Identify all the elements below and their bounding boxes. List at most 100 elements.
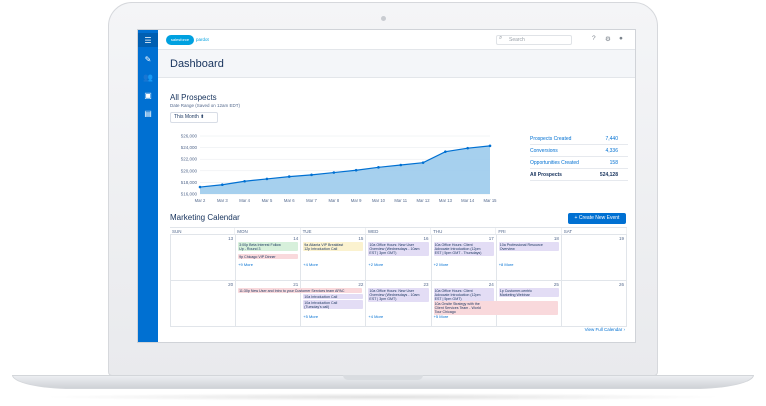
x-tick-label: Mar 9	[351, 198, 362, 203]
more-events-link[interactable]: +9 More	[238, 262, 253, 267]
search-input[interactable]: Search	[496, 35, 572, 45]
calendar-event[interactable]: 10a Office Hours: New User Overview (Wedn…	[368, 242, 429, 256]
day-number: 19	[618, 236, 624, 241]
calendar-event[interactable]: 10a Onsite Strategy with the Client Servi…	[433, 301, 558, 315]
calendar-event[interactable]: 3:00p Beta Interest Follow Up - Round 3	[238, 242, 299, 252]
more-events-link[interactable]: +4 More	[303, 262, 319, 267]
page-title: Dashboard	[170, 58, 224, 70]
chart-icon[interactable]: ▣	[144, 90, 152, 100]
calendar-event[interactable]: 10a Professional Resource Overview	[498, 242, 559, 252]
calendar-day[interactable]: 21 11:30p New User and Intro to your Cus…	[236, 281, 363, 326]
calendar-day[interactable]: 20	[170, 281, 237, 326]
wand-icon[interactable]: ✎	[144, 54, 152, 64]
calendar-day[interactable]: 25 1p Customer-centric Marketing Webinar	[497, 281, 562, 326]
event-text: (Tuesday's call)	[304, 304, 330, 309]
calendar-event[interactable]: 9a Atlanta VIP Breakfast 12p Introduction…	[303, 242, 364, 252]
data-point	[377, 166, 380, 169]
event-text: 10a Office Hours: Client	[434, 242, 473, 247]
create-new-event-button[interactable]: + Create New Event	[568, 213, 626, 224]
event-text: Tour Chicago	[434, 309, 456, 314]
calendar-day[interactable]: 15 9a Atlanta VIP Breakfast 12p Introduct…	[301, 235, 367, 280]
calendar-event[interactable]: 10a Office Hours: Client Advocate Introdu…	[433, 242, 494, 256]
calendar-event[interactable]: 10a Introduction Call (Tuesday's call)	[303, 300, 364, 310]
y-tick-label: 524,000	[181, 145, 198, 150]
more-events-link[interactable]: +5 More	[433, 314, 449, 319]
day-header: TUE	[301, 228, 366, 234]
date-range-label: Date Range (Saved on 12am EDT)	[170, 103, 241, 108]
event-text: 10a Introduction Call	[304, 294, 338, 299]
x-tick-label: Mar 3	[217, 198, 228, 203]
metric-value: 524,128	[599, 172, 618, 178]
day-header: THU	[431, 228, 497, 234]
data-point	[310, 173, 313, 177]
day-number: 17	[488, 236, 494, 241]
x-tick-label: Mar 2	[195, 198, 206, 203]
data-point	[287, 175, 291, 178]
calendar-day[interactable]: 23 10a Office Hours: New User Overview (W…	[366, 281, 432, 326]
event-text: Advocate Introduction (12pm	[434, 292, 481, 297]
data-point	[221, 183, 224, 187]
help-icon[interactable]: ?	[592, 35, 596, 42]
event-text: 9p Chicago VIP Dinner	[239, 254, 276, 259]
calendar-day[interactable]: 19	[562, 235, 627, 280]
calendar-day[interactable]: 17 10a Office Hours: Client Advocate Intr…	[432, 235, 497, 280]
x-tick-label: Mar 5	[262, 198, 273, 203]
users-icon[interactable]: 👥	[143, 72, 153, 82]
data-point	[354, 168, 358, 172]
day-number: 25	[553, 282, 559, 287]
user-icon[interactable]: ●	[619, 35, 623, 42]
date-range-select[interactable]: This Month ⬍	[170, 112, 218, 123]
calendar-day[interactable]: 24 10a Office Hours: Client Advocate Intr…	[432, 281, 558, 326]
event-text: 10a Professional Resource	[499, 242, 543, 247]
calendar-day[interactable]: 26	[562, 281, 627, 326]
pardot-label: pardot	[196, 37, 209, 42]
event-text: Overview	[499, 246, 515, 251]
calendar-day[interactable]: 16 10a Office Hours: New User Overview (W…	[366, 235, 432, 280]
more-events-link[interactable]: +8 More	[498, 262, 514, 267]
x-tick-label: Mar 12	[417, 198, 431, 203]
event-text: EST | 3pm GMT)	[369, 250, 397, 255]
more-events-link[interactable]: +2 More	[433, 262, 449, 267]
calendar-event[interactable]: 10a Introduction Call	[303, 294, 364, 300]
x-tick-label: Mar 15	[483, 198, 497, 203]
calendar-day[interactable]: 13	[170, 235, 237, 280]
calendar-day[interactable]: 22 10a Introduction Call 10a Introductio…	[301, 281, 367, 326]
day-number: 14	[293, 236, 299, 241]
calendar-event[interactable]: 10a Office Hours: New User Overview (Wedn…	[368, 288, 429, 302]
view-full-calendar-link[interactable]: View Full Calendar ›	[584, 327, 625, 332]
metric-row[interactable]: Prospects Created 7,440	[530, 133, 628, 145]
page-header: Dashboard	[158, 50, 635, 78]
calendar-event[interactable]: 10a Office Hours: Client Advocate Introdu…	[433, 288, 494, 302]
day-header: SAT	[562, 228, 627, 234]
x-tick-label: Mar 14	[461, 198, 475, 203]
more-events-link[interactable]: +5 More	[303, 314, 319, 319]
day-number: 13	[228, 236, 234, 241]
metric-label: All Prospects	[530, 172, 562, 178]
calendar-event[interactable]: 11:30p New User and Intro to your Custom…	[238, 288, 363, 294]
calendar-day[interactable]: 14 3:00p Beta Interest Follow Up - Round …	[236, 235, 302, 280]
data-point	[332, 171, 336, 174]
x-tick-label: Mar 13	[439, 198, 453, 203]
calendar-day[interactable]: 18 10a Professional Resource Overview +8 …	[497, 235, 562, 280]
calendar-event[interactable]: 9p Chicago VIP Dinner	[238, 254, 299, 260]
metric-value: 7,440	[605, 136, 618, 142]
top-bar: salesforce pardot ⌕ Search ? ⚙ ●	[158, 30, 635, 50]
event-text: 12p Introduction Call	[304, 246, 338, 251]
metric-row-total[interactable]: All Prospects 524,128	[530, 169, 628, 181]
gear-icon[interactable]: ⚙	[605, 36, 611, 43]
calendar-week-2: 20 21 11:30p New User and Intro to your …	[170, 281, 627, 327]
day-number: 20	[228, 282, 234, 287]
more-events-link[interactable]: +2 More	[368, 262, 384, 267]
sidebar: ☰ ✎ 👥 ▣ ▤	[138, 30, 158, 342]
metric-value: 158	[609, 160, 618, 166]
metric-row[interactable]: Opportunities Created 158	[530, 157, 628, 169]
more-events-link[interactable]: +4 More	[368, 314, 384, 319]
briefcase-icon[interactable]: ▤	[144, 108, 152, 118]
menu-icon[interactable]: ☰	[138, 33, 158, 47]
calendar-event[interactable]: 1p Customer-centric Marketing Webinar	[498, 288, 559, 298]
salesforce-logo[interactable]: salesforce	[166, 35, 194, 45]
series-line	[199, 145, 491, 188]
calendar-title: Marketing Calendar	[170, 213, 240, 222]
metric-row[interactable]: Conversions 4,336	[530, 145, 628, 157]
